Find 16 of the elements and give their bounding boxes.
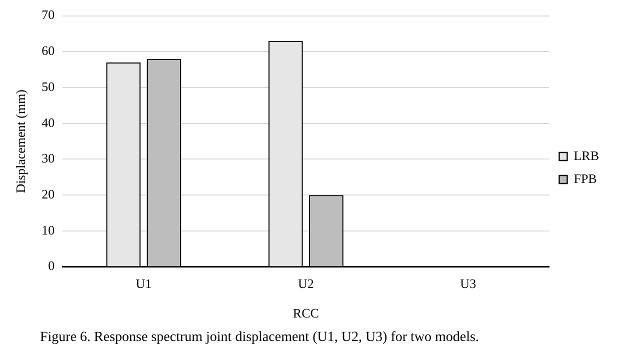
y-tick-label: 0 [48,258,55,274]
caption: Figure 6. Response spectrum joint displacement (U1, U2, U3) for two models. [40,330,479,346]
x-axis-title: RCC [292,306,319,321]
legend-label: LRB [574,148,600,163]
y-tick-label: 70 [42,7,55,22]
legend-label: FPB [574,170,598,186]
x-tick-label: U2 [298,276,314,292]
y-tick-label: 50 [42,78,55,94]
y-tick-label: 20 [42,186,55,202]
y-tick-label: 30 [42,150,55,166]
x-tick-label: U1 [136,276,152,292]
y-tick-label: 60 [42,43,55,58]
y-axis-title: Displacement (mm) [13,89,28,194]
y-tick-label: 40 [42,114,55,130]
y-tick-label: 10 [42,222,55,238]
x-tick-label: U3 [460,276,476,292]
